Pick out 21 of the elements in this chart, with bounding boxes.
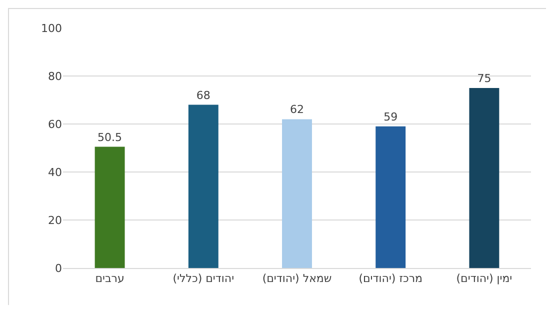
data-label: 75 [477, 72, 492, 85]
y-tick-label: 40 [48, 166, 62, 179]
y-tick-label: 100 [41, 22, 62, 35]
y-tick-label: 80 [48, 70, 62, 83]
x-tick-label: שמאל (יהודים) [262, 272, 332, 286]
data-label: 62 [290, 103, 304, 116]
data-label: 50.5 [98, 130, 122, 144]
bar [376, 126, 406, 268]
bar [94, 146, 125, 268]
bar [469, 88, 500, 268]
data-label: 68 [196, 88, 210, 102]
bar [188, 104, 218, 268]
x-tick-label: יהודים (כללי) [172, 272, 234, 286]
bar [282, 119, 312, 268]
x-tick-label: ימין (יהודים) [456, 272, 512, 286]
y-tick-label: 20 [48, 214, 62, 227]
x-tick-label: מרכז (יהודים) [358, 272, 422, 286]
data-label: 59 [384, 110, 398, 124]
y-tick-label: 0 [55, 262, 62, 275]
y-tick-label: 60 [48, 118, 62, 131]
x-tick-label: ערבים [95, 272, 124, 286]
